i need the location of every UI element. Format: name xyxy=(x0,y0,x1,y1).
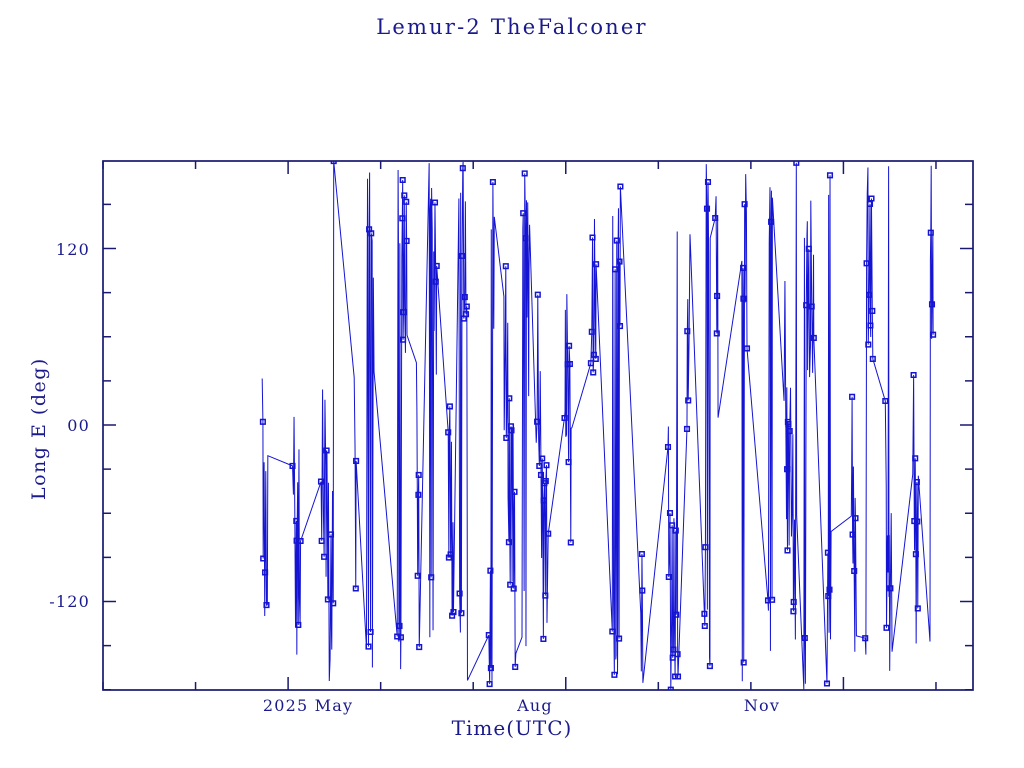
axis-ticks xyxy=(102,161,973,691)
data-markers xyxy=(259,161,937,690)
y-tick-label-neg120: -120 xyxy=(49,592,90,611)
data-series-layer xyxy=(259,161,937,690)
x-tick-label-aug: Aug xyxy=(517,696,553,715)
page-title: Lemur-2 TheFalconer xyxy=(376,15,648,39)
plot-frame xyxy=(102,160,974,691)
y-tick-label-00: 00 xyxy=(67,416,90,435)
data-polyline xyxy=(261,161,934,690)
y-tick-label-120: 120 xyxy=(55,240,90,259)
x-axis-title: Time(UTC) xyxy=(451,716,573,740)
x-tick-label-may: 2025 May xyxy=(262,696,354,715)
x-tick-label-nov: Nov xyxy=(743,696,781,715)
